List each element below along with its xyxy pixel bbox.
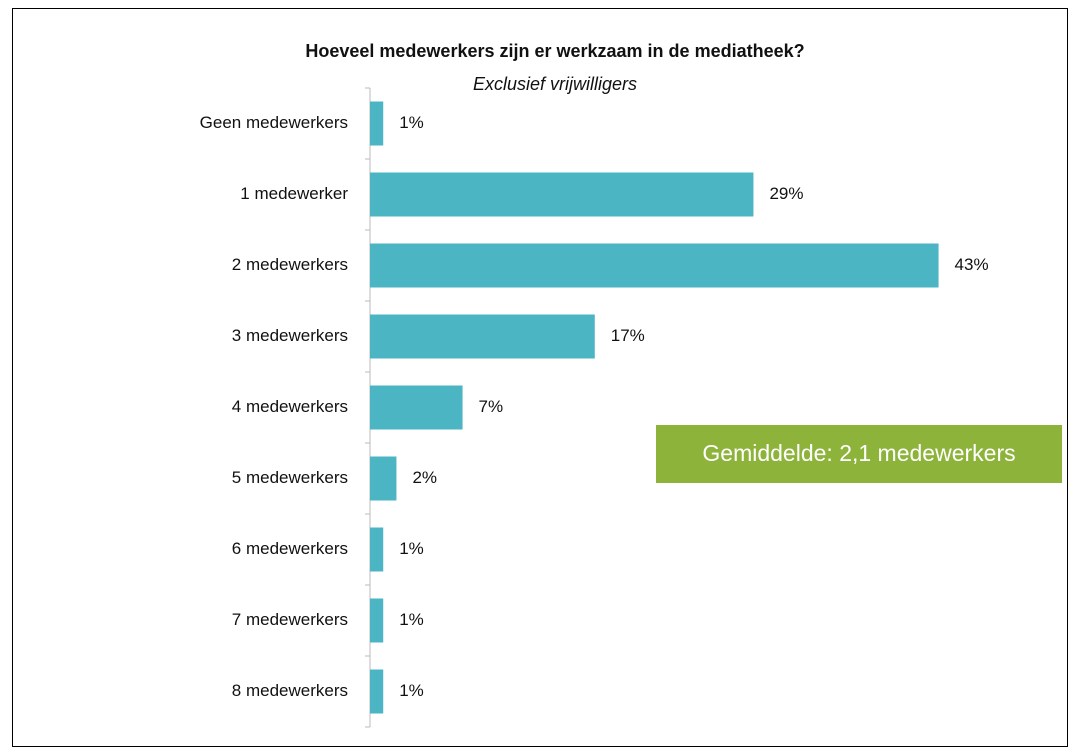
y-tick-label: Geen medewerkers bbox=[200, 113, 348, 132]
value-label: 1% bbox=[399, 681, 424, 700]
annotation-box bbox=[656, 425, 1062, 483]
bar bbox=[370, 598, 384, 643]
value-label: 2% bbox=[412, 468, 437, 487]
bar bbox=[370, 172, 754, 217]
y-tick-label: 5 medewerkers bbox=[232, 468, 348, 487]
y-tick-label: 4 medewerkers bbox=[232, 397, 348, 416]
y-tick-label: 7 medewerkers bbox=[232, 610, 348, 629]
y-tick-label: 8 medewerkers bbox=[232, 681, 348, 700]
value-label: 29% bbox=[769, 184, 803, 203]
value-label: 1% bbox=[399, 539, 424, 558]
y-tick-label: 3 medewerkers bbox=[232, 326, 348, 345]
bar bbox=[370, 243, 939, 288]
bar bbox=[370, 669, 384, 714]
y-tick-label: 6 medewerkers bbox=[232, 539, 348, 558]
bar bbox=[370, 527, 384, 572]
value-label: 1% bbox=[399, 113, 424, 132]
chart-title: Hoeveel medewerkers zijn er werkzaam in … bbox=[305, 41, 804, 61]
y-tick-label: 1 medewerker bbox=[240, 184, 348, 203]
annotation: Gemiddelde: 2,1 medewerkers bbox=[702, 440, 1015, 466]
value-label: 1% bbox=[399, 610, 424, 629]
value-label: 7% bbox=[479, 397, 504, 416]
bar bbox=[370, 456, 397, 501]
bar bbox=[370, 101, 384, 146]
bar bbox=[370, 385, 463, 430]
bar bbox=[370, 314, 595, 359]
chart-subtitle: Exclusief vrijwilligers bbox=[473, 74, 637, 94]
y-tick-label: 2 medewerkers bbox=[232, 255, 348, 274]
frame bbox=[12, 8, 1068, 747]
value-label: 17% bbox=[611, 326, 645, 345]
value-label: 43% bbox=[955, 255, 989, 274]
